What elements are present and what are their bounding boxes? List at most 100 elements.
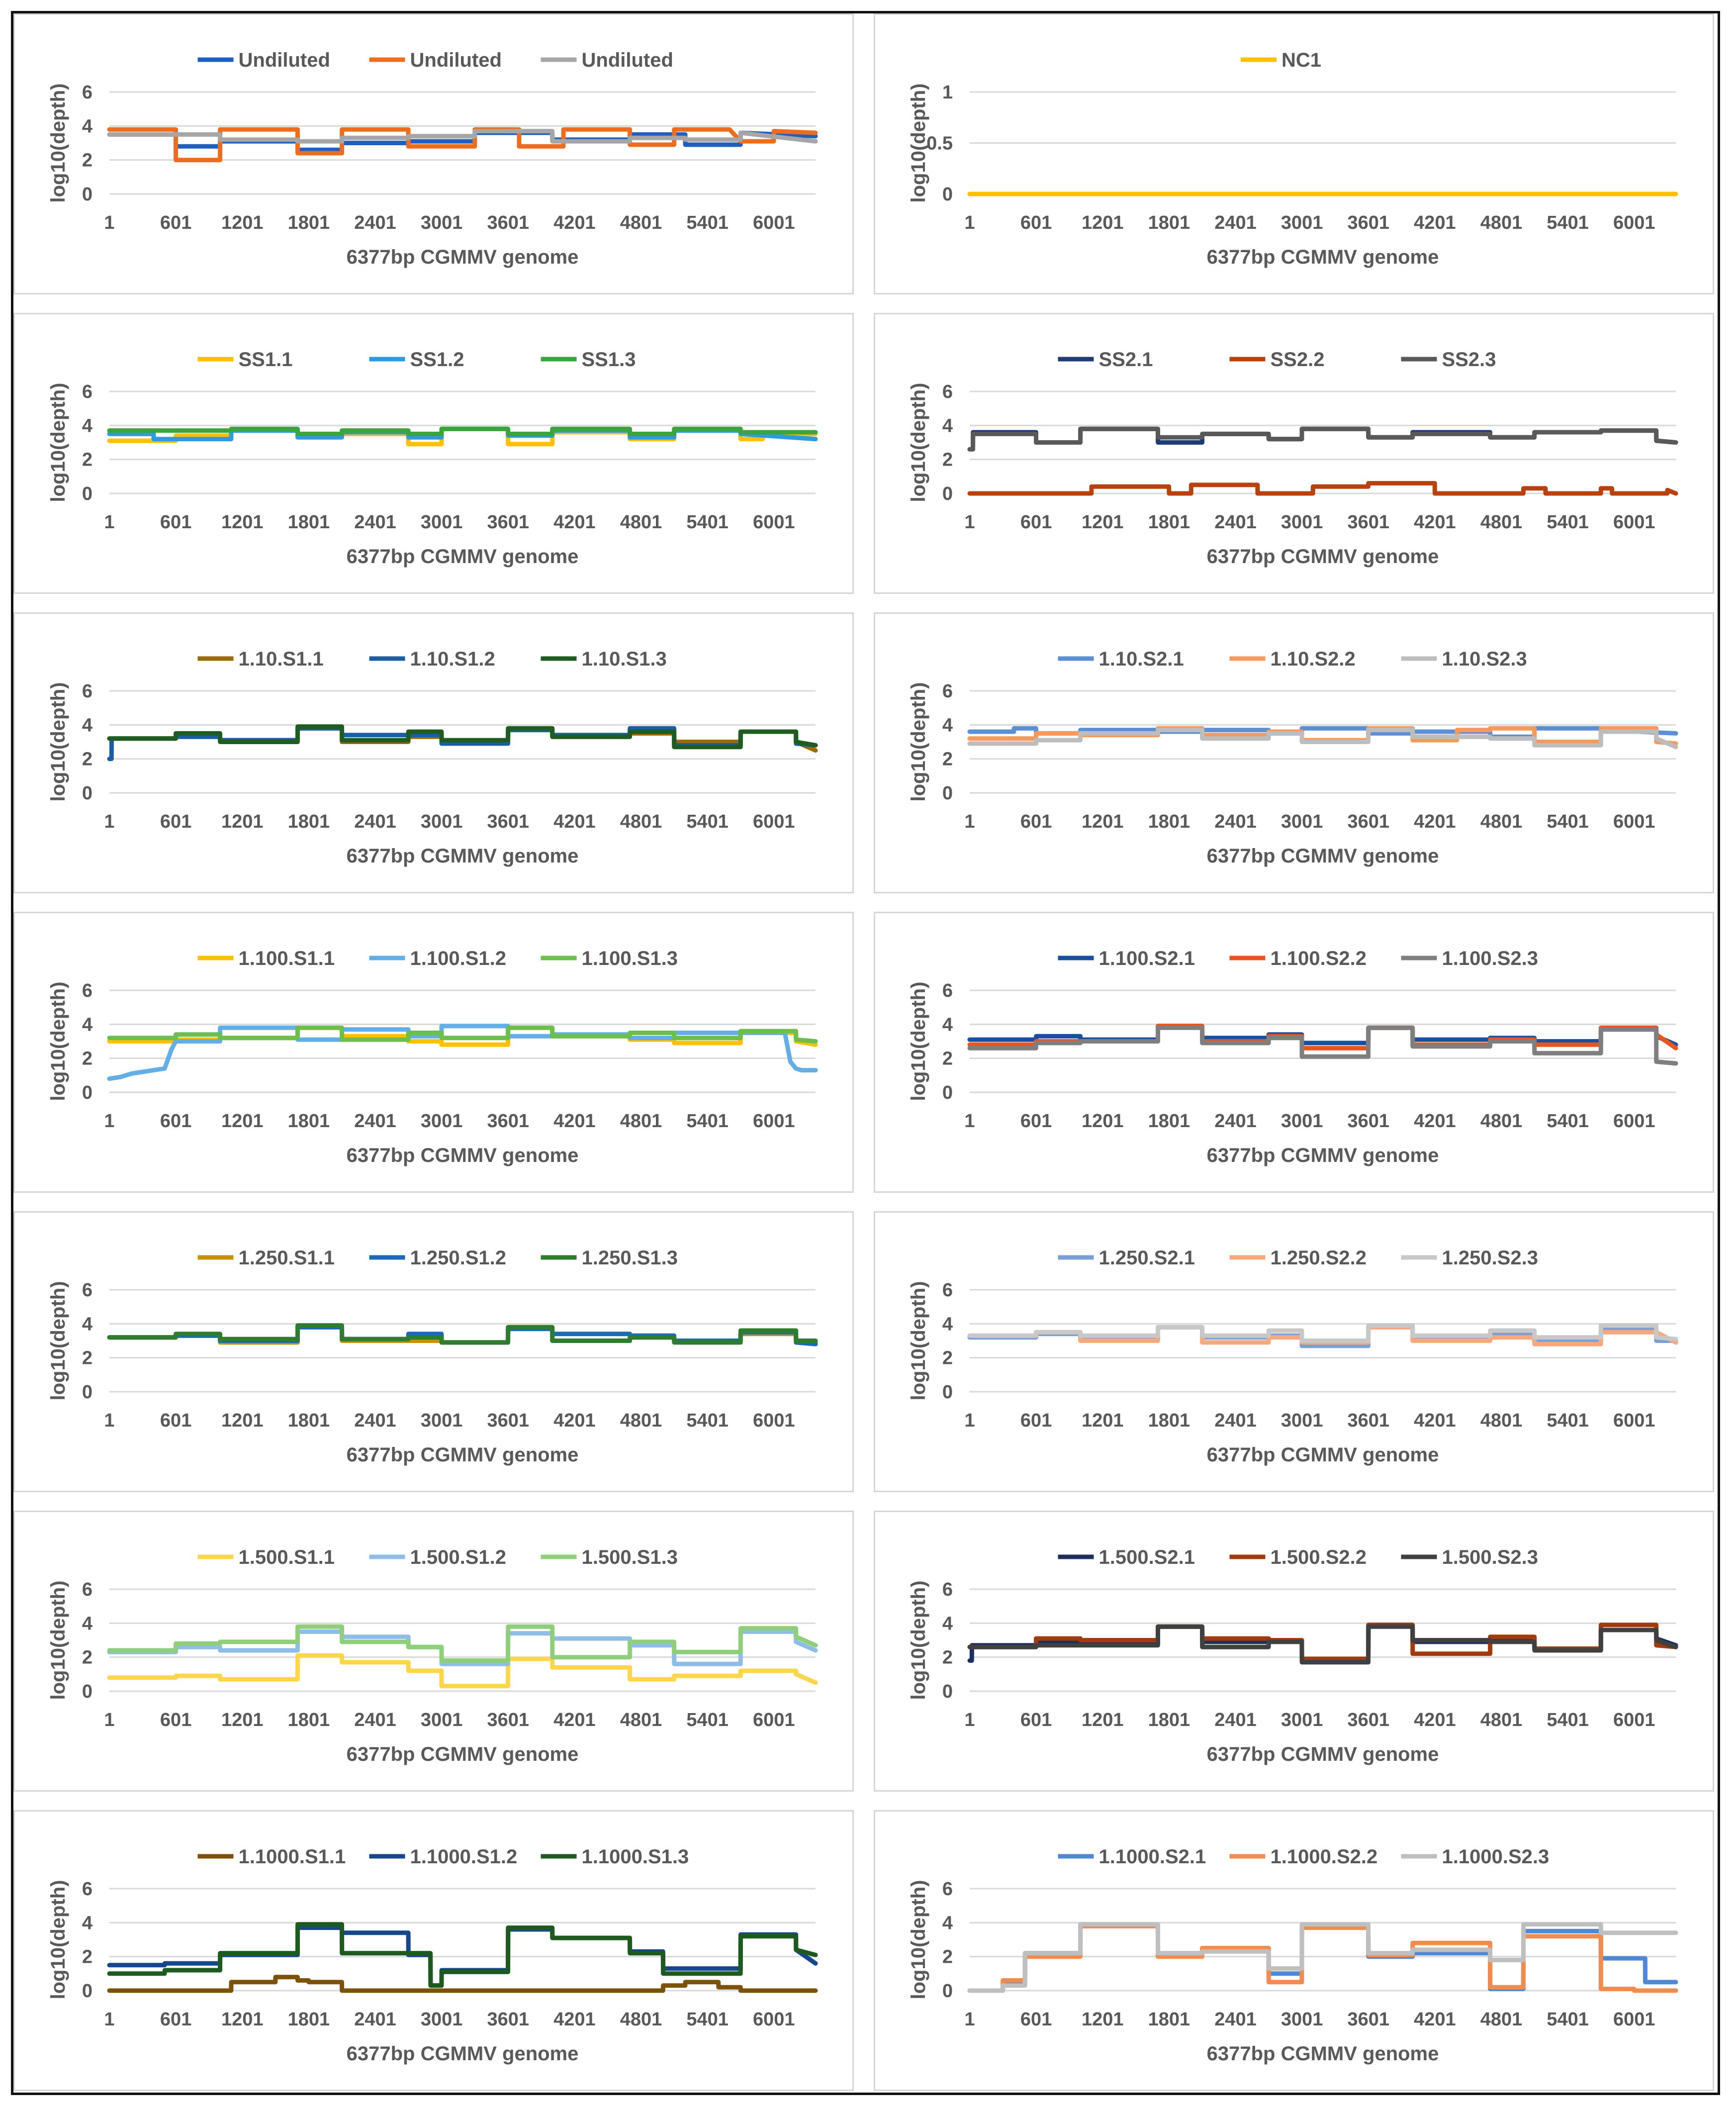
y-tick-label: 6 xyxy=(82,1280,92,1301)
y-axis-title: log10(depth) xyxy=(908,1281,929,1401)
y-axis-title: log10(depth) xyxy=(908,982,929,1101)
x-tick-label: 1 xyxy=(104,2009,114,2030)
series-line-1 xyxy=(967,1623,1678,1663)
y-tick-label: 4 xyxy=(82,1913,92,1933)
x-tick-label: 4801 xyxy=(1480,512,1523,533)
y-tick-label: 1 xyxy=(942,82,953,103)
x-tick-label: 4801 xyxy=(1480,1410,1523,1431)
x-tick-label: 3601 xyxy=(487,2009,529,2030)
x-axis-title: 6377bp CGMMV genome xyxy=(1207,2043,1439,2065)
x-tick-label: 3001 xyxy=(421,212,463,233)
series-line-3 xyxy=(107,1323,818,1345)
chart-svg: 0 2 4 6 1 601 1201 1801 2401 3001 3601 4201 4801 5401… xyxy=(47,349,818,568)
x-tick-label: 3601 xyxy=(1347,1111,1389,1132)
x-tick-label: 1 xyxy=(964,1111,975,1132)
chart-svg: 0 0.5 1 1 601 1201 1801 2401 3001 3601 4201 4801 540… xyxy=(908,49,1678,268)
x-tick-label: 3001 xyxy=(421,811,463,832)
series-line-3 xyxy=(107,129,818,144)
y-tick-label: 0.5 xyxy=(926,133,953,154)
x-tick-label: 1801 xyxy=(288,1710,330,1730)
chart-panel-11: 0 2 4 6 1 601 1201 1801 2401 3001 3601 4201 4801 5401… xyxy=(13,1511,854,1792)
y-tick-label: 4 xyxy=(82,116,92,137)
x-tick-label: 6001 xyxy=(753,1410,795,1431)
legend-label-3: 1.100.S2.3 xyxy=(1442,948,1539,969)
legend-label-2: 1.100.S1.2 xyxy=(410,948,507,969)
series-line-1 xyxy=(107,1653,818,1689)
y-tick-label: 0 xyxy=(82,1082,92,1103)
x-tick-label: 3601 xyxy=(1347,1710,1389,1730)
x-tick-label: 3001 xyxy=(1281,512,1323,533)
series-line-1 xyxy=(107,1975,818,1993)
chart-panel-2: 0 0.5 1 1 601 1201 1801 2401 3001 3601 4201 4801 540… xyxy=(874,13,1714,294)
y-tick-label: 4 xyxy=(942,415,953,436)
x-tick-label: 4201 xyxy=(553,1710,596,1730)
x-tick-label: 3001 xyxy=(421,1111,463,1132)
x-tick-label: 3601 xyxy=(1347,512,1389,533)
y-tick-label: 2 xyxy=(82,450,92,471)
legend-label-2: 1.500.S2.2 xyxy=(1271,1546,1367,1568)
series-line-3 xyxy=(107,426,818,436)
x-tick-label: 3001 xyxy=(1281,811,1323,832)
y-axis-title: log10(depth) xyxy=(47,1581,69,1700)
y-axis-title: log10(depth) xyxy=(47,1281,69,1401)
x-tick-label: 4201 xyxy=(1414,2009,1456,2030)
chart-svg: 0 2 4 6 1 601 1201 1801 2401 3001 3601 4201 4801 5401… xyxy=(47,1546,818,1765)
y-tick-label: 2 xyxy=(942,450,953,471)
x-tick-label: 3601 xyxy=(487,811,529,832)
y-tick-label: 2 xyxy=(82,1647,92,1668)
y-tick-label: 0 xyxy=(82,1681,92,1702)
x-tick-label: 1201 xyxy=(1082,2009,1124,2030)
x-tick-label: 1801 xyxy=(288,811,330,832)
x-tick-label: 1801 xyxy=(1148,212,1190,233)
series-line-3 xyxy=(107,724,818,750)
legend-label-2: 1.10.S1.2 xyxy=(410,648,495,670)
legend-label-3: 1.10.S1.3 xyxy=(582,648,667,670)
y-tick-label: 2 xyxy=(82,1348,92,1369)
legend-label-3: SS2.3 xyxy=(1442,349,1496,371)
x-tick-label: 1201 xyxy=(221,512,264,533)
chart-svg: 0 2 4 6 1 601 1201 1801 2401 3001 3601 4201 4801 5401… xyxy=(908,1546,1678,1765)
x-tick-label: 2401 xyxy=(1214,212,1257,233)
y-tick-label: 0 xyxy=(942,783,953,804)
x-tick-label: 1 xyxy=(104,512,114,533)
chart-panel-1: 0 2 4 6 1 601 1201 1801 2401 3001 3601 4201 4801 5401… xyxy=(13,13,854,294)
y-tick-label: 2 xyxy=(82,1947,92,1968)
x-tick-label: 3001 xyxy=(1281,2009,1323,2030)
x-tick-label: 1201 xyxy=(221,1410,264,1431)
y-tick-label: 0 xyxy=(942,483,953,504)
x-axis-title: 6377bp CGMMV genome xyxy=(347,845,579,867)
x-tick-label: 1 xyxy=(104,811,114,832)
x-tick-label: 1 xyxy=(104,212,114,233)
y-tick-label: 0 xyxy=(82,184,92,205)
x-tick-label: 3001 xyxy=(1281,1710,1323,1730)
legend-label-3: 1.250.S2.3 xyxy=(1442,1247,1539,1269)
x-tick-label: 3001 xyxy=(421,1410,463,1431)
y-tick-label: 2 xyxy=(82,150,92,171)
x-tick-label: 601 xyxy=(1020,1410,1052,1431)
x-tick-label: 4801 xyxy=(620,811,662,832)
x-tick-label: 4201 xyxy=(553,1410,596,1431)
y-tick-label: 2 xyxy=(942,1947,953,1968)
y-tick-label: 2 xyxy=(942,749,953,770)
x-tick-label: 1 xyxy=(104,1111,114,1132)
y-tick-label: 4 xyxy=(942,715,953,736)
y-tick-label: 6 xyxy=(942,382,953,402)
x-axis-title: 6377bp CGMMV genome xyxy=(347,1145,579,1166)
x-tick-label: 3601 xyxy=(1347,1410,1389,1431)
y-tick-label: 6 xyxy=(82,1579,92,1600)
y-tick-label: 4 xyxy=(82,1613,92,1634)
legend-label-1: SS2.1 xyxy=(1099,349,1153,371)
x-tick-label: 4201 xyxy=(553,512,596,533)
x-tick-label: 6001 xyxy=(1613,512,1655,533)
y-tick-label: 6 xyxy=(82,82,92,103)
x-tick-label: 1201 xyxy=(221,1710,264,1730)
x-axis-title: 6377bp CGMMV genome xyxy=(1207,845,1439,867)
x-tick-label: 6001 xyxy=(753,1111,795,1132)
x-tick-label: 6001 xyxy=(1613,811,1655,832)
x-tick-label: 6001 xyxy=(753,1710,795,1730)
x-tick-label: 3601 xyxy=(487,1410,529,1431)
x-tick-label: 5401 xyxy=(1547,2009,1589,2030)
x-tick-label: 1801 xyxy=(1148,2009,1190,2030)
x-tick-label: 6001 xyxy=(1613,1710,1655,1730)
x-tick-label: 6001 xyxy=(753,811,795,832)
